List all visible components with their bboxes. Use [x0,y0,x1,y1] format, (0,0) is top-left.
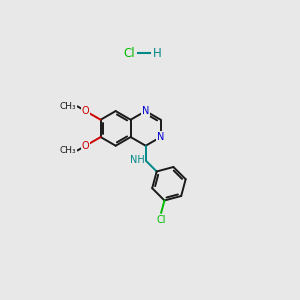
Text: CH₃: CH₃ [60,146,76,155]
Text: O: O [82,141,89,151]
Text: Cl: Cl [124,47,135,60]
Text: N: N [142,106,149,116]
Text: NH: NH [130,155,145,166]
Text: H: H [153,47,161,60]
Text: N: N [157,132,164,142]
Text: Cl: Cl [156,215,166,225]
Text: O: O [82,106,89,116]
Text: CH₃: CH₃ [60,102,76,111]
